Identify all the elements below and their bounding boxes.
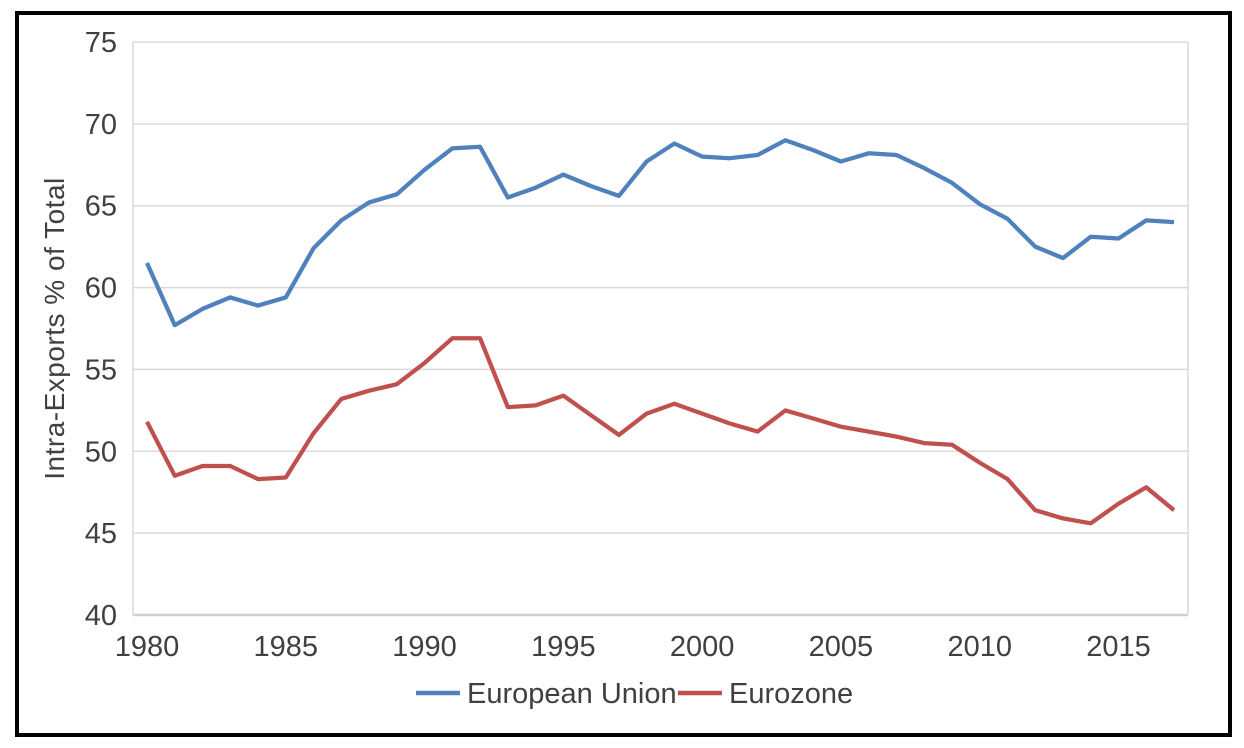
legend: European Union Eurozone xyxy=(416,678,853,710)
y-tick-label: 45 xyxy=(85,518,117,550)
x-tick-label: 1980 xyxy=(115,631,180,663)
eurozone-line xyxy=(145,336,1176,526)
gridlines xyxy=(133,41,1188,617)
legend-label-eurozone: Eurozone xyxy=(729,678,853,710)
y-tick-label: 50 xyxy=(85,436,117,468)
y-tick-label: 70 xyxy=(85,109,117,141)
x-tick-label: 2000 xyxy=(670,631,735,663)
y-tick-label: 60 xyxy=(85,273,117,305)
x-tick-label: 1985 xyxy=(254,631,319,663)
x-tick-label: 2005 xyxy=(809,631,874,663)
legend-label-eu: European Union xyxy=(467,678,677,710)
y-axis-title: Intra-Exports % of Total xyxy=(39,177,70,480)
x-tick-label: 2015 xyxy=(1086,631,1151,663)
y-tick-label: 65 xyxy=(85,191,117,223)
x-tick-label: 1990 xyxy=(392,631,457,663)
series-lines xyxy=(145,138,1176,526)
x-tick-label: 2010 xyxy=(947,631,1012,663)
eu-line xyxy=(145,138,1175,328)
x-axis-labels: 1980 1985 1990 1995 2000 2005 2010 2015 xyxy=(115,631,1151,663)
y-tick-label: 55 xyxy=(85,354,117,386)
y-tick-label: 40 xyxy=(85,600,117,632)
y-tick-label: 75 xyxy=(85,27,117,59)
plot-area xyxy=(133,42,1188,615)
x-tick-label: 1995 xyxy=(531,631,596,663)
y-axis-labels: 40 45 50 55 60 65 70 75 xyxy=(85,27,117,632)
